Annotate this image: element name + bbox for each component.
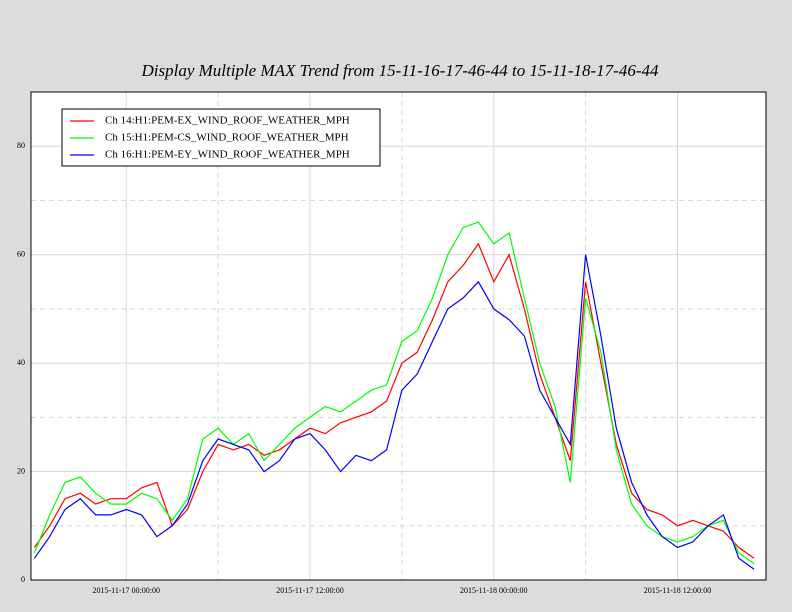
plot-frame	[30, 91, 767, 581]
y-tick-label: 40	[17, 358, 25, 367]
chart-title: Display Multiple MAX Trend from 15-11-16…	[140, 61, 659, 80]
series-line	[33, 242, 755, 559]
y-tick-label: 20	[17, 466, 25, 475]
y-tick-label: 0	[21, 575, 25, 584]
x-tick-label: 2015-11-17 00:00:00	[93, 586, 160, 595]
legend-box	[61, 108, 381, 167]
legend-label: Ch 15:H1:PEM-CS_WIND_ROOF_WEATHER_MPH	[105, 132, 349, 144]
y-tick-label: 80	[17, 141, 25, 150]
legend-label: Ch 16:H1:PEM-EY_WIND_ROOF_WEATHER_MPH	[105, 149, 350, 161]
x-tick-label: 2015-11-18 00:00:00	[460, 586, 527, 595]
y-tick-label: 60	[17, 249, 25, 258]
x-tick-label: 2015-11-17 12:00:00	[276, 586, 343, 595]
x-tick-label: 2015-11-18 12:00:00	[644, 586, 711, 595]
series-line	[33, 221, 755, 565]
series-line	[33, 254, 755, 570]
plot-area	[31, 92, 766, 580]
legend-label: Ch 14:H1:PEM-EX_WIND_ROOF_WEATHER_MPH	[105, 115, 350, 127]
